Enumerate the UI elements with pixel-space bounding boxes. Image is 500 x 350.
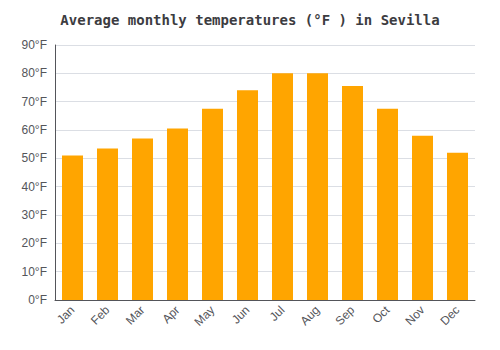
svg-text:20°F: 20°F [22, 236, 47, 250]
svg-text:Average monthly temperatures (: Average monthly temperatures (°F ) in Se… [60, 12, 439, 28]
svg-text:30°F: 30°F [22, 208, 47, 222]
svg-text:Jun: Jun [229, 303, 253, 327]
svg-text:80°F: 80°F [22, 66, 47, 80]
svg-text:40°F: 40°F [22, 180, 47, 194]
svg-text:Aug: Aug [297, 303, 322, 328]
svg-text:60°F: 60°F [22, 123, 47, 137]
svg-text:10°F: 10°F [22, 265, 47, 279]
svg-text:May: May [192, 303, 218, 329]
svg-text:Jul: Jul [267, 303, 288, 324]
svg-text:90°F: 90°F [22, 38, 47, 52]
svg-text:Oct: Oct [369, 303, 393, 327]
svg-text:Dec: Dec [437, 303, 462, 328]
svg-text:50°F: 50°F [22, 151, 47, 165]
svg-text:Feb: Feb [88, 303, 113, 328]
svg-text:Mar: Mar [123, 303, 148, 327]
svg-text:Jan: Jan [54, 303, 78, 327]
svg-text:Apr: Apr [159, 303, 182, 326]
svg-text:Nov: Nov [402, 303, 427, 328]
svg-text:0°F: 0°F [28, 293, 47, 307]
svg-text:Sep: Sep [332, 303, 357, 328]
svg-text:70°F: 70°F [22, 95, 47, 109]
